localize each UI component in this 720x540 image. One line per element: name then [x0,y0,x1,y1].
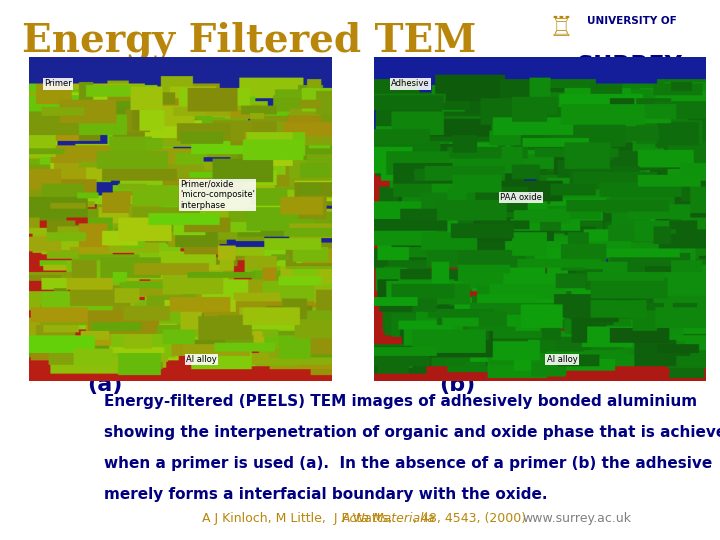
Text: (a): (a) [86,375,122,395]
Text: PAA oxide: PAA oxide [500,193,542,202]
Text: when a primer is used (a).  In the absence of a primer (b) the adhesive: when a primer is used (a). In the absenc… [104,456,713,471]
Text: SURREY: SURREY [576,54,682,78]
Text: Energy-filtered (PEELS) TEM images of adhesively bonded aluminium: Energy-filtered (PEELS) TEM images of ad… [104,394,698,409]
Text: A J Kinloch, M Little,  J F Watts,: A J Kinloch, M Little, J F Watts, [202,512,396,525]
Text: Adhesive: Adhesive [391,79,430,89]
Text: Acta Materialia: Acta Materialia [342,512,436,525]
Text: merely forms a interfacial boundary with the oxide.: merely forms a interfacial boundary with… [104,487,548,502]
Text: (b): (b) [439,375,475,395]
Text: Primer: Primer [44,79,72,89]
Text: www.surrey.ac.uk: www.surrey.ac.uk [522,512,631,525]
Text: ♖: ♖ [549,14,574,42]
Text: Primer/oxide
'micro-composite'
interphase: Primer/oxide 'micro-composite' interphas… [180,180,255,210]
Text: showing the interpenetration of organic and oxide phase that is achieved: showing the interpenetration of organic … [104,425,720,440]
Text: Al alloy: Al alloy [186,355,217,364]
Text: Energy Filtered TEM: Energy Filtered TEM [22,22,476,60]
Text: UNIVERSITY OF: UNIVERSITY OF [587,16,677,26]
Text: , 48, 4543, (2000): , 48, 4543, (2000) [413,512,526,525]
Text: Al alloy: Al alloy [546,355,577,364]
